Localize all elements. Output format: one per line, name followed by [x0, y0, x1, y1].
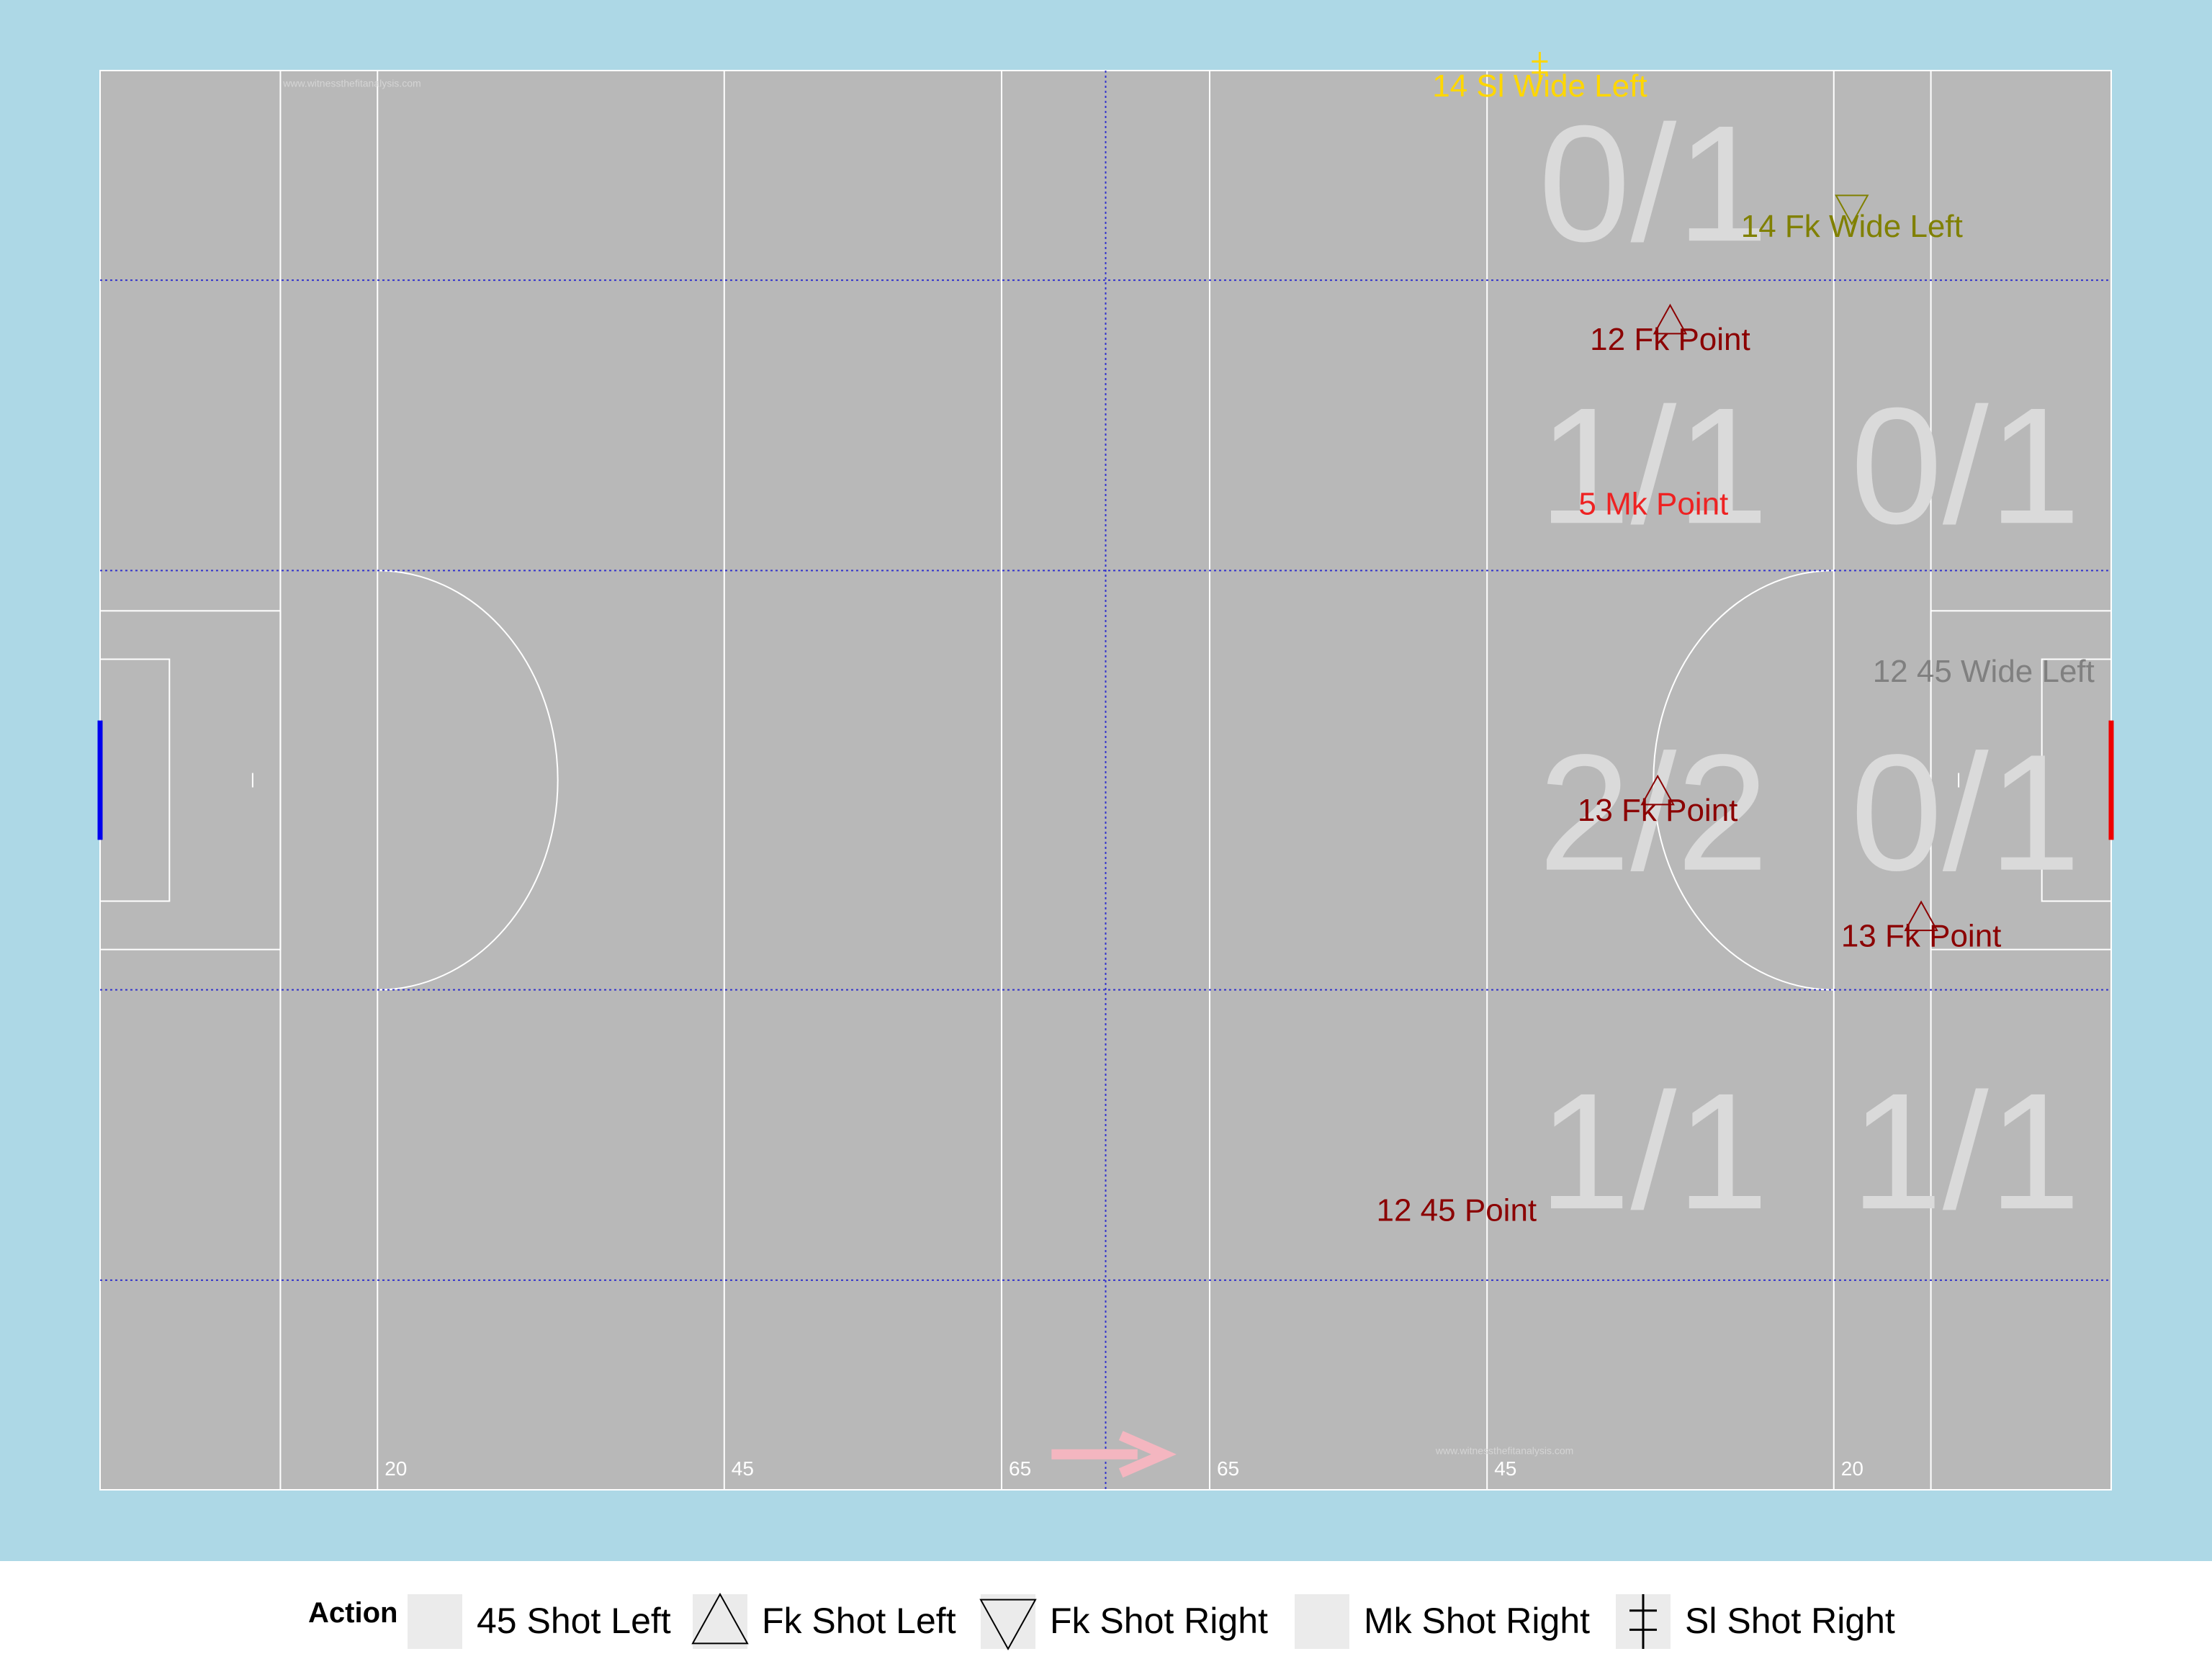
shot-marker — [1835, 194, 1869, 226]
distance-label: 20 — [1841, 1457, 1863, 1480]
zone-score: 1/1 — [1538, 373, 1768, 558]
distance-label: 45 — [1494, 1457, 1516, 1480]
zone-score: 1/1 — [1851, 1058, 2081, 1244]
legend-key — [408, 1594, 462, 1649]
shot-label: 13 Fk Point — [1841, 919, 2002, 954]
legend-key — [693, 1594, 747, 1649]
right-semicircle — [1653, 570, 1834, 991]
zone-lines — [100, 71, 2111, 1490]
zone-score: 0/1 — [1538, 91, 1768, 276]
shot-label: 14 Fk Wide Left — [1741, 209, 1963, 244]
zone-score: 0/1 — [1851, 720, 2081, 905]
shot-label: 5 Mk Point — [1578, 486, 1728, 521]
distance-label: 65 — [1009, 1457, 1031, 1480]
legend-items: 45 Shot Left Fk Shot Left Fk Shot Right Mk … — [408, 1592, 1895, 1651]
legend-label: Sl Shot Right — [1685, 1601, 1895, 1641]
distance-label: 20 — [385, 1457, 407, 1480]
distance-label: 45 — [732, 1457, 754, 1480]
shot-marker — [1653, 303, 1688, 335]
shot-markers — [1532, 52, 1938, 932]
watermark: www.witnessthefitanalysis.com — [1435, 1445, 1573, 1457]
legend-key — [981, 1594, 1035, 1649]
shot-label: 12 Fk Point — [1590, 322, 1750, 357]
pitch-surface — [99, 70, 2112, 1491]
legend-label: Fk Shot Left — [762, 1601, 956, 1641]
legend-marker — [1629, 1594, 1657, 1649]
zone-score-labels: 0/1 1/1 0/1 2/2 0/1 1/1 1/1 — [1538, 91, 2080, 1244]
pitch-chart: 20 45 65 65 45 20 0/1 1/1 0/1 2/2 0/1 1/1 1/1 14 Sl… — [0, 0, 2212, 1561]
shot-label: 12 45 Point — [1377, 1192, 1537, 1228]
shot-label: 12 45 Wide Left — [1873, 654, 2095, 689]
zone-score: 0/1 — [1851, 373, 2081, 558]
legend-title: Action — [308, 1597, 397, 1629]
shot-marker — [1640, 774, 1675, 806]
shot-labels: 14 Sl Wide Left 14 Fk Wide Left 12 Fk Poin… — [1377, 68, 2095, 1228]
legend-background — [0, 1561, 2212, 1659]
shot-label: 13 Fk Point — [1578, 793, 1738, 828]
shot-label: 14 Sl Wide Left — [1432, 68, 1647, 104]
shot-marker — [1904, 900, 1938, 932]
watermarks: www.witnessthefitanalysis.com www.witness… — [282, 77, 1573, 1456]
distance-label: 65 — [1217, 1457, 1239, 1480]
watermark: www.witnessthefitanalysis.com — [282, 77, 421, 89]
zone-score: 2/2 — [1538, 720, 1768, 905]
left-semicircle — [377, 570, 559, 991]
pitch-lines — [97, 71, 2114, 1490]
zone-score: 1/1 — [1538, 1058, 1768, 1244]
legend-label: Fk Shot Right — [1050, 1601, 1268, 1641]
legend-label: 45 Shot Left — [477, 1601, 671, 1641]
legend: Action 45 Shot Left Fk Shot Left Fk Shot R… — [0, 1561, 2212, 1659]
legend-label: Mk Shot Right — [1364, 1601, 1590, 1641]
distance-labels: 20 45 65 65 45 20 — [385, 1457, 1863, 1480]
shot-marker — [1532, 52, 1548, 84]
legend-marker — [691, 1592, 749, 1645]
legend-key — [1295, 1594, 1349, 1649]
direction-arrow-head — [1118, 1431, 1177, 1478]
legend-marker — [979, 1599, 1037, 1651]
